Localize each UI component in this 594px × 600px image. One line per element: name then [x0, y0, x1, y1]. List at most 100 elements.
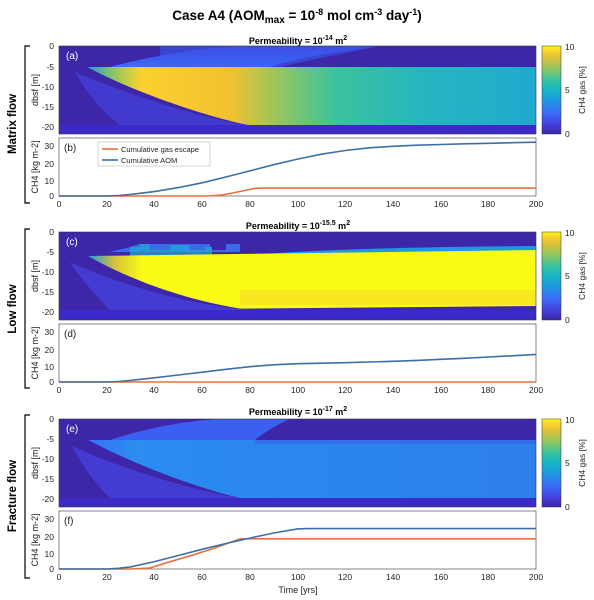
y-tick-label: -10 [42, 454, 55, 464]
colorbar-label: CH4 gas [%] [577, 439, 587, 487]
heatmap-title: Permeability = 10-15.5 m2 [246, 220, 350, 231]
y-tick-label: 0 [49, 377, 54, 387]
y-tick-label: 10 [45, 176, 55, 186]
x-tick-label: 160 [434, 385, 448, 395]
x-tick-label: 100 [291, 572, 305, 582]
y-tick-label: -10 [42, 267, 55, 277]
x-tick-label: 0 [57, 572, 62, 582]
x-tick-label: 0 [57, 385, 62, 395]
x-tick-label: 40 [149, 385, 159, 395]
x-tick-label: 20 [102, 572, 112, 582]
row-bracket [24, 228, 30, 389]
heatmap-title: Permeability = 10-17 m2 [249, 406, 347, 417]
line-chart-f: (f) 30 20 10 0 CH4 [kg m-2] 0 20 40 60 8… [30, 510, 544, 595]
group-matrix-flow: Matrix flow Permeability = 10-14 m2 (a) … [7, 35, 587, 209]
x-tick-label: 20 [102, 385, 112, 395]
y-axis: 0 -5 -10 -15 -20 [42, 414, 55, 504]
panel-label: (e) [66, 424, 78, 435]
panel-label: (f) [64, 516, 73, 527]
x-tick-label: 120 [338, 385, 352, 395]
y-axis-label: dbsf [m] [30, 447, 40, 479]
y-tick-label: -5 [46, 62, 54, 72]
line-chart-d: (d) 30 20 10 0 CH4 [kg m-2] 0 20 40 60 8… [30, 323, 544, 395]
row-bracket [24, 45, 30, 204]
line-chart-b: (b) 30 20 10 0 CH4 [kg m-2] 0 20 40 60 8… [30, 137, 543, 209]
x-tick-label: 80 [245, 199, 255, 209]
x-tick-label: 80 [245, 572, 255, 582]
colorbar-scale [541, 231, 562, 321]
y-tick-label: 0 [49, 564, 54, 574]
x-tick-label: 60 [197, 199, 207, 209]
x-tick-label: 160 [434, 199, 448, 209]
colorbar: 10 5 0 CH4 gas [%] [541, 415, 587, 512]
legend-box [97, 141, 211, 167]
x-tick-label: 180 [481, 572, 495, 582]
panel-label: (b) [64, 143, 76, 154]
plot-area [58, 510, 537, 570]
x-tick-label: 40 [149, 199, 159, 209]
y-axis: 30 20 10 0 [45, 141, 55, 201]
y-axis: 0 -5 -10 -15 -20 [42, 227, 55, 317]
x-tick-label: 60 [197, 385, 207, 395]
x-tick-label: 60 [197, 572, 207, 582]
colorbar: 10 5 0 CH4 gas [%] [541, 42, 587, 139]
y-tick-label: 0 [49, 414, 54, 424]
x-tick-label: 120 [338, 199, 352, 209]
legend: Cumulative gas escape Cumulative AOM [97, 141, 211, 167]
y-tick-label: -15 [42, 287, 55, 297]
series-line-cumulative-aom [59, 353, 537, 383]
y-tick-label: 30 [45, 514, 55, 524]
x-axis: 0 20 40 60 80 100 120 140 160 180 200 [57, 385, 544, 395]
x-tick-label: 20 [102, 199, 112, 209]
x-tick-label: 200 [529, 572, 543, 582]
y-tick-label: -5 [46, 247, 54, 257]
heatmap-c: Permeability = 10-15.5 m2 (c) 0 -5 -10 -… [30, 220, 587, 325]
y-axis: 0 -5 -10 -15 -20 [42, 41, 55, 132]
y-tick-label: -20 [42, 122, 55, 132]
y-axis-label: CH4 [kg m-2] [30, 326, 40, 379]
y-tick-label: -15 [42, 102, 55, 112]
x-axis: 0 20 40 60 80 100 120 140 160 180 200 [57, 572, 544, 582]
series-line-cumulative-aom [59, 141, 537, 197]
legend-label: Cumulative gas escape [121, 145, 199, 154]
y-tick-label: -20 [42, 307, 55, 317]
series-line-cumulative-gas-escape [59, 537, 536, 570]
y-axis-label: dbsf [m] [30, 260, 40, 292]
colorbar: 10 5 0 CH4 gas [%] [541, 228, 587, 325]
x-tick-label: 200 [529, 385, 543, 395]
row-label: Matrix flow [7, 94, 19, 154]
y-axis-label: dbsf [m] [30, 74, 40, 106]
x-tick-label: 160 [434, 572, 448, 582]
y-tick-label: 10 [45, 362, 55, 372]
panel-label: (a) [66, 51, 78, 62]
y-axis-label: CH4 [kg m-2] [30, 513, 40, 566]
x-tick-label: 140 [386, 572, 400, 582]
heatmap-a: Permeability = 10-14 m2 (a) 0 -5 -10 -15… [30, 35, 587, 139]
heatmap-title: Permeability = 10-14 m2 [249, 35, 347, 46]
y-tick-label: -10 [42, 82, 55, 92]
x-tick-label: 140 [386, 385, 400, 395]
x-tick-label: 100 [291, 199, 305, 209]
legend-label: Cumulative AOM [121, 156, 177, 165]
row-label: Fracture flow [7, 460, 19, 532]
x-tick-label: 100 [291, 385, 305, 395]
x-tick-label: 40 [149, 572, 159, 582]
series-line-cumulative-gas-escape [59, 187, 536, 197]
y-tick-label: -20 [42, 494, 55, 504]
y-tick-label: 20 [45, 345, 55, 355]
y-tick-label: 30 [45, 141, 55, 151]
x-tick-label: 180 [481, 385, 495, 395]
y-tick-label: 20 [45, 532, 55, 542]
row-label: Low flow [7, 284, 19, 333]
colorbar-tick: 0 [565, 129, 570, 139]
colorbar-tick: 5 [565, 458, 570, 468]
y-tick-label: 0 [49, 191, 54, 201]
heatmap-top-lobe [110, 419, 290, 440]
y-tick-label: 10 [45, 549, 55, 559]
y-axis: 30 20 10 0 [45, 327, 55, 387]
colorbar-tick: 5 [565, 85, 570, 95]
colorbar-label: CH4 gas [%] [577, 66, 587, 114]
y-tick-label: -5 [46, 434, 54, 444]
y-tick-label: -15 [42, 474, 55, 484]
